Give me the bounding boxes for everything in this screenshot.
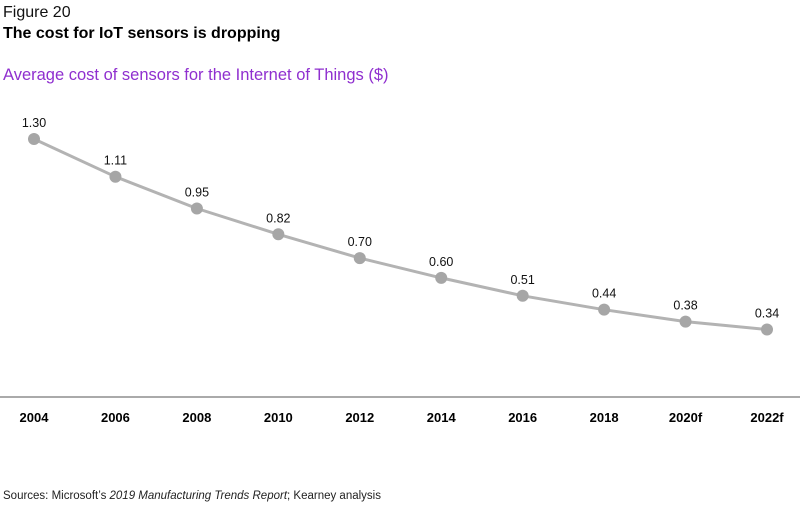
data-label-2008: 0.95	[185, 185, 209, 199]
data-label-2018: 0.44	[592, 287, 616, 301]
data-label-2014: 0.60	[429, 255, 453, 269]
data-label-2004: 1.30	[22, 116, 46, 130]
x-tick-label-2016: 2016	[508, 410, 537, 425]
x-tick-label-2018: 2018	[590, 410, 619, 425]
chart-subtitle: Average cost of sensors for the Internet…	[3, 66, 389, 84]
data-point-2020f	[679, 315, 692, 328]
data-label-2020f: 0.38	[673, 299, 697, 313]
data-label-2022f: 0.34	[755, 307, 779, 321]
data-label-2016: 0.51	[510, 273, 534, 287]
data-point-2018	[598, 303, 611, 316]
data-point-2016	[516, 289, 529, 302]
source-suffix: ; Kearney analysis	[287, 490, 381, 502]
source-note: Sources: Microsoft’s 2019 Manufacturing …	[3, 490, 381, 502]
chart-title: The cost for IoT sensors is dropping	[3, 25, 281, 42]
data-label-2010: 0.82	[266, 211, 290, 225]
source-report: 2019 Manufacturing Trends Report	[109, 490, 288, 502]
data-point-2008	[190, 202, 203, 215]
data-label-2012: 0.70	[348, 235, 372, 249]
x-tick-label-2022f: 2022f	[750, 410, 784, 425]
data-point-2014	[435, 271, 448, 284]
x-tick-label-2008: 2008	[182, 410, 211, 425]
series-line	[32, 137, 769, 331]
data-label-2006: 1.11	[104, 154, 127, 168]
x-tick-label-2010: 2010	[264, 410, 293, 425]
line-chart: 1.30 1.11 0.95 0.82 0.70 0.60 0.51 0.44 0.38 0.34…	[0, 116, 800, 425]
x-tick-label-2020f: 2020f	[669, 410, 703, 425]
x-tick-label-2006: 2006	[101, 410, 130, 425]
data-point-2004	[28, 133, 40, 145]
x-tick-label-2004: 2004	[20, 410, 50, 425]
x-tick-label-2012: 2012	[345, 410, 374, 425]
figure-label: Figure 20	[3, 4, 71, 21]
x-tick-label-2014: 2014	[427, 410, 457, 425]
data-point-2006	[109, 170, 122, 183]
data-point-2012	[353, 252, 366, 265]
data-point-2010	[272, 228, 285, 241]
source-prefix: Sources: Microsoft’s	[3, 490, 110, 502]
data-point-2022f	[761, 323, 773, 336]
